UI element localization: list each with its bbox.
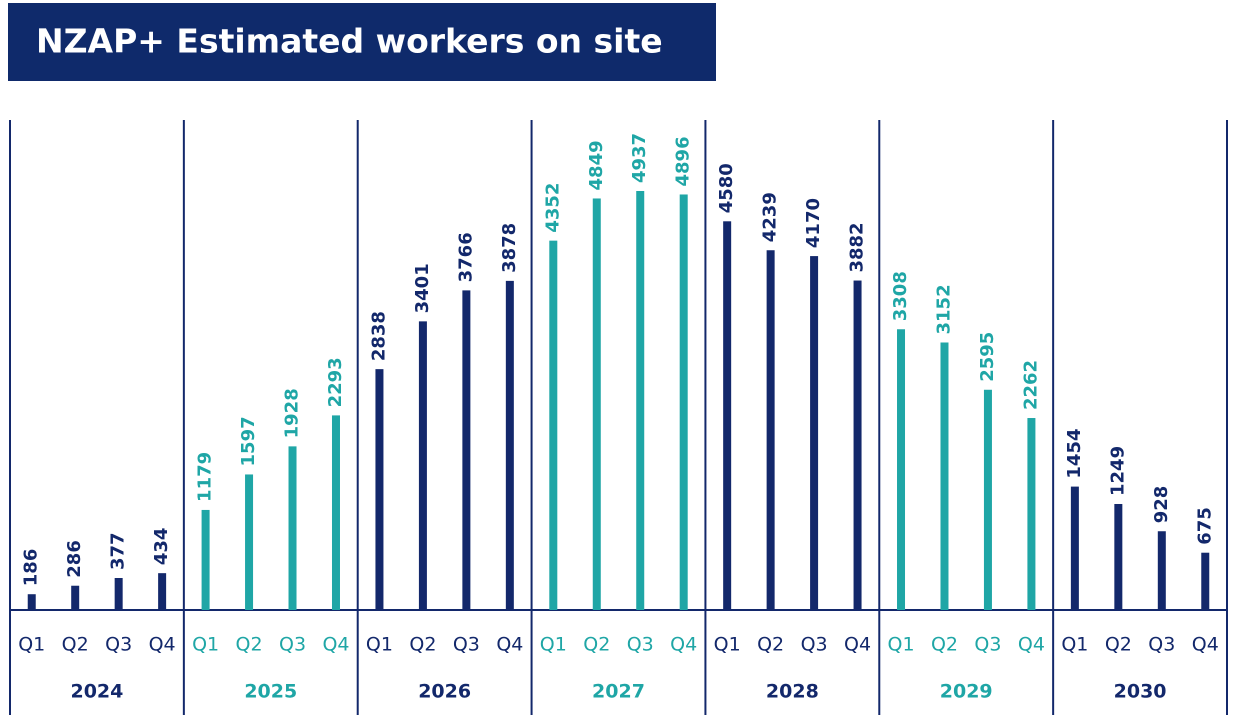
quarter-label: Q2 [409,634,436,656]
value-label: 2293 [325,357,346,407]
quarter-label: Q4 [670,634,697,656]
quarter-label: Q4 [1018,634,1045,656]
quarter-label: Q3 [1148,634,1175,656]
quarter-label: Q3 [105,634,132,656]
quarter-label: Q2 [583,634,610,656]
quarter-label: Q2 [236,634,263,656]
value-label: 1597 [238,416,259,466]
quarter-label: Q4 [322,634,349,656]
quarter-label: Q1 [714,634,741,656]
bar [1157,531,1166,610]
bar [983,389,992,610]
value-label: 675 [1194,507,1215,545]
value-label: 286 [64,540,85,578]
bar [245,474,254,610]
bar [636,191,645,610]
value-label: 3878 [499,223,520,273]
quarter-label: Q3 [627,634,654,656]
bar [114,578,123,610]
bar [853,280,862,610]
title-box [8,3,716,81]
bar [375,369,384,610]
bar [810,256,819,610]
bar [766,250,775,610]
quarter-label: Q4 [844,634,871,656]
value-label: 3401 [412,263,433,313]
bar [462,290,471,610]
bar [1070,486,1079,610]
value-label: 3152 [933,284,954,334]
quarter-label: Q1 [1061,634,1088,656]
bar [71,585,80,610]
bar [201,509,210,610]
quarter-label: Q2 [62,634,89,656]
bar [27,594,36,610]
quarter-label: Q4 [496,634,523,656]
quarter-label: Q2 [931,634,958,656]
value-label: 3882 [847,222,868,272]
bar [1201,552,1210,610]
value-label: 4352 [542,183,563,233]
quarter-label: Q4 [149,634,176,656]
value-label: 4580 [716,163,737,213]
value-label: 1928 [282,388,303,438]
value-label: 3766 [455,232,476,282]
year-label: 2026 [418,681,471,703]
value-label: 2838 [368,311,389,361]
year-label: 2024 [70,681,123,703]
year-label: 2027 [592,681,645,703]
value-label: 2262 [1020,360,1041,410]
value-label: 4937 [629,133,650,183]
value-label: 1249 [1107,446,1128,496]
quarter-label: Q3 [453,634,480,656]
value-label: 4239 [760,192,781,242]
chart-title: NZAP+ Estimated workers on site [36,22,663,61]
bar [897,329,906,610]
bar [1114,503,1123,610]
bar [331,415,340,610]
value-label: 928 [1151,486,1172,524]
value-label: 4896 [673,136,694,186]
quarter-label: Q3 [801,634,828,656]
quarter-label: Q1 [366,634,393,656]
quarter-label: Q1 [192,634,219,656]
bar [505,280,514,610]
value-label: 2595 [977,332,998,382]
bar [940,342,949,610]
bar [549,240,558,611]
bar [158,573,167,610]
quarter-label: Q1 [887,634,914,656]
year-label: 2028 [766,681,819,703]
value-label: 434 [151,528,172,566]
bar [418,321,427,610]
bar [592,198,601,610]
bar [723,221,732,611]
year-label: 2030 [1114,681,1167,703]
quarter-label: Q2 [1105,634,1132,656]
quarter-label: Q3 [279,634,306,656]
year-label: 2029 [940,681,993,703]
value-label: 1179 [195,452,216,502]
quarter-label: Q2 [757,634,784,656]
value-label: 4849 [586,140,607,190]
bar [1027,418,1036,610]
year-label: 2025 [244,681,297,703]
bar [288,446,297,610]
value-label: 3308 [890,271,911,321]
quarter-label: Q1 [540,634,567,656]
value-label: 377 [108,532,129,570]
value-label: 1454 [1064,428,1085,478]
quarter-label: Q4 [1192,634,1219,656]
value-label: 4170 [803,198,824,248]
value-label: 186 [21,549,42,587]
quarter-label: Q1 [18,634,45,656]
bar [679,194,688,610]
quarter-label: Q3 [974,634,1001,656]
